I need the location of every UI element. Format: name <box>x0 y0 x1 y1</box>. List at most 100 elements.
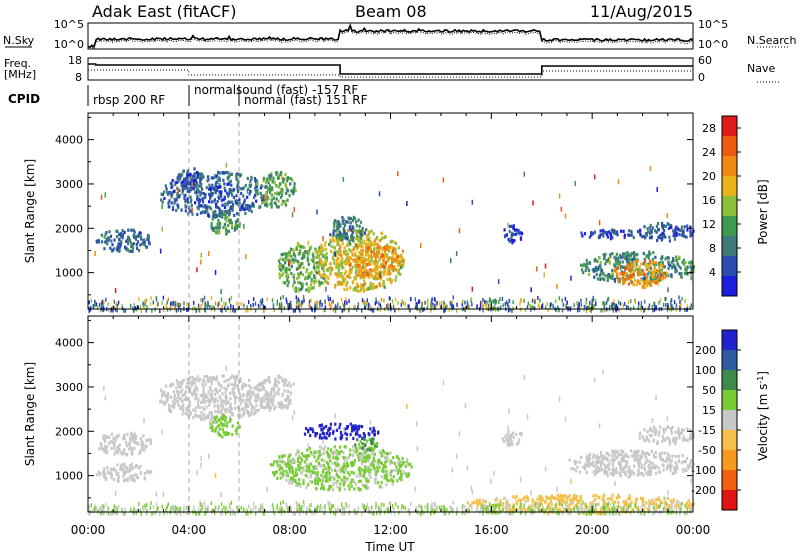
data-cell <box>186 377 189 381</box>
data-cell <box>248 183 251 187</box>
ground-scatter-cell <box>434 306 437 310</box>
data-cell <box>355 270 358 274</box>
ground-scatter-cell <box>388 305 390 310</box>
data-cell <box>668 239 671 243</box>
ground-scatter-cell <box>309 305 311 310</box>
data-cell <box>361 452 365 456</box>
data-cell <box>399 469 402 473</box>
data-cell <box>280 466 284 470</box>
data-cell <box>380 270 383 274</box>
data-cell <box>264 197 267 201</box>
data-cell <box>357 285 360 289</box>
data-cell <box>179 397 182 401</box>
ground-scatter-cell <box>247 308 249 313</box>
data-cell <box>370 437 373 441</box>
ground-scatter-cell <box>456 302 458 307</box>
data-cell <box>328 242 331 246</box>
data-cell <box>604 262 607 266</box>
data-cell <box>210 194 213 198</box>
sparse-cell <box>530 287 532 293</box>
ground-scatter-cell <box>494 299 497 304</box>
data-cell <box>231 208 234 212</box>
data-cell <box>323 243 327 247</box>
ground-scatter-cell <box>146 305 148 310</box>
ground-scatter-cell <box>234 308 237 313</box>
sparse-cell <box>397 171 399 177</box>
ground-scatter-cell <box>245 308 247 313</box>
data-cell <box>631 257 634 261</box>
data-cell <box>663 228 666 233</box>
data-cell <box>390 239 393 243</box>
data-cell <box>399 272 402 276</box>
data-cell <box>380 475 383 479</box>
data-cell <box>274 380 277 385</box>
data-cell <box>628 268 631 273</box>
data-cell <box>224 391 227 395</box>
data-cell <box>305 270 308 274</box>
data-cell <box>256 180 259 184</box>
data-cell <box>654 281 658 285</box>
ground-scatter-cell <box>262 304 265 309</box>
data-cell <box>630 251 633 256</box>
data-cell <box>203 374 206 379</box>
data-cell <box>288 481 291 485</box>
data-cell <box>595 272 598 277</box>
data-cell <box>122 469 125 473</box>
data-cell <box>396 479 399 483</box>
data-cell <box>200 177 203 181</box>
data-cell <box>171 190 174 194</box>
data-cell <box>273 471 276 475</box>
data-cell <box>252 412 256 416</box>
data-cell <box>654 450 657 455</box>
data-cell <box>291 258 294 262</box>
data-cell <box>617 452 620 456</box>
data-cell <box>261 381 264 385</box>
data-cell <box>126 248 129 252</box>
data-cell <box>658 278 661 282</box>
data-cell <box>382 466 385 471</box>
data-cell <box>129 474 132 478</box>
ground-scatter-cell <box>367 306 370 311</box>
ground-scatter-cell <box>532 305 534 310</box>
data-cell <box>354 427 357 431</box>
data-cell <box>257 395 260 400</box>
data-cell <box>678 233 681 237</box>
data-cell <box>210 192 213 196</box>
data-cell <box>117 448 120 452</box>
ground-scatter-cell <box>365 301 368 306</box>
data-cell <box>142 434 145 438</box>
ground-scatter-cell <box>369 304 371 309</box>
data-cell <box>293 277 296 281</box>
data-cell <box>371 449 374 453</box>
data-cell <box>358 250 361 255</box>
data-cell <box>382 454 385 458</box>
ground-scatter-cell <box>482 298 484 303</box>
data-cell <box>649 275 652 280</box>
data-cell <box>222 225 225 230</box>
data-cell <box>367 485 370 490</box>
data-cell <box>300 284 303 288</box>
data-cell <box>621 260 624 264</box>
data-cell <box>180 390 183 394</box>
data-cell <box>204 395 207 399</box>
data-cell <box>272 471 275 475</box>
data-cell <box>360 287 363 291</box>
data-cell <box>337 269 340 273</box>
data-cell <box>383 285 386 289</box>
data-cell <box>641 268 644 272</box>
data-cell <box>181 393 184 398</box>
data-cell <box>627 276 630 280</box>
data-cell <box>224 217 227 221</box>
data-cell <box>210 222 213 226</box>
data-cell <box>284 474 288 478</box>
ground-scatter-cell <box>438 301 441 306</box>
data-cell <box>248 208 251 212</box>
data-cell <box>616 230 619 234</box>
data-cell <box>511 443 514 447</box>
ground-scatter-cell <box>681 296 683 301</box>
ground-scatter-cell <box>319 300 321 305</box>
data-cell <box>387 452 390 456</box>
data-cell <box>369 285 372 289</box>
data-cell <box>366 454 369 458</box>
data-cell <box>636 453 639 457</box>
